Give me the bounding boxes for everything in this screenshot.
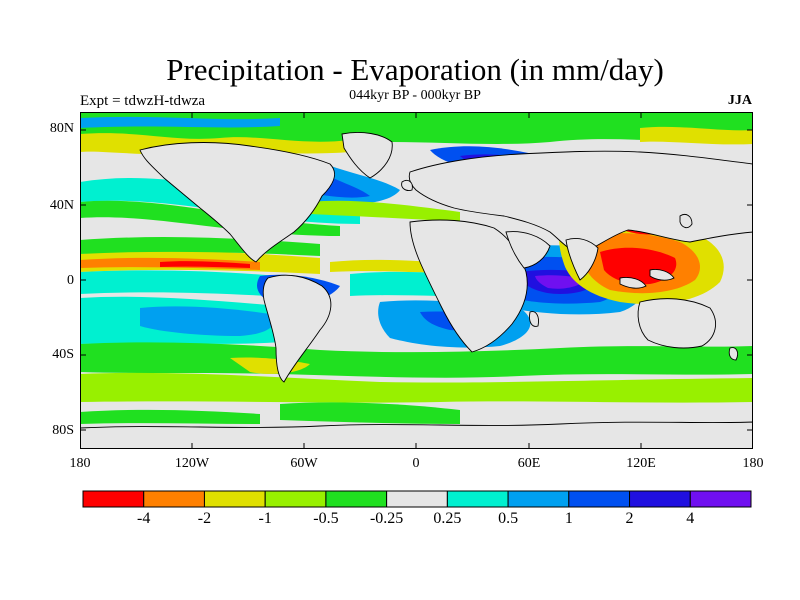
colorbar-label: -0.5 [313,510,339,527]
colorbar-swatch [143,490,205,508]
colorbar-label: -4 [137,510,151,527]
arabia [505,231,551,269]
arctic-yellow-east [640,126,753,145]
lat-label-40s: 40S [52,347,74,362]
colorbar-label: 4 [686,510,695,527]
precip-evap-map [80,112,753,449]
new-zealand [728,347,739,361]
colorbar-label: -2 [197,510,212,527]
north-america [139,142,335,263]
colorbar-label: 1 [564,510,573,527]
map-ticks [80,112,753,449]
eurasia [408,150,753,255]
lon-label-180e: 180 [742,456,764,471]
colorbar-swatch [629,490,691,508]
colorbar-swatch [325,490,388,508]
india [565,237,599,281]
indonesia-2 [649,269,675,281]
arctic-blue-strip [80,116,280,128]
s-pacific-blue [140,306,274,336]
s-ocean-lime [80,372,753,403]
experiment-label: Expt = tdwzH-tdwza [80,93,206,109]
lon-label-120w: 120W [174,456,210,471]
colorbar-swatch [82,490,145,508]
colorbar-label: 0.25 [433,510,462,527]
map-subtitle: 044kyr BP - 000kyr BP [349,88,481,103]
colorbar-swatch [386,490,448,508]
lat-label-80s: 80S [52,423,74,438]
lat-label-40n: 40N [49,198,74,213]
colorbar-swatch [203,490,266,508]
continents [139,131,753,383]
colorbar-swatch [568,490,631,508]
map-title: Precipitation - Evaporation (in mm/day) [166,52,664,87]
australia [637,298,717,349]
colorbar [82,490,752,508]
greenland [341,131,393,179]
lon-label-60e: 60E [517,456,541,471]
lon-label-120e: 120E [626,456,656,471]
n-atlantic-green [310,200,460,222]
colorbar-label: -0.25 [369,510,404,527]
itcz-red [160,261,250,268]
madagascar [529,311,539,327]
indonesia-1 [619,277,647,289]
lat-label-0: 0 [67,273,74,288]
s-ocean-green-sw [80,409,260,424]
colorbar-swatch [689,490,752,508]
lon-label-0: 0 [412,456,420,471]
indian-ocean-violet [535,275,585,289]
lat-label-80n: 80N [49,121,74,136]
season-label: JJA [727,93,752,108]
south-america [262,274,332,383]
japan [679,213,693,229]
colorbar-swatch [507,490,570,508]
colorbar-label: -1 [258,510,272,527]
colorbar-label: 2 [625,510,634,527]
colorbar-swatch [446,490,509,508]
antarctica [80,421,753,449]
africa [409,219,528,353]
trop-pacific-cyan [80,270,300,298]
colorbar-swatch [264,490,327,508]
uk [401,179,413,191]
lon-label-60w: 60W [290,456,318,471]
colorbar-label: 0.5 [498,510,519,527]
lon-label-180w: 180 [69,456,91,471]
s-ocean-green-south [280,402,460,424]
